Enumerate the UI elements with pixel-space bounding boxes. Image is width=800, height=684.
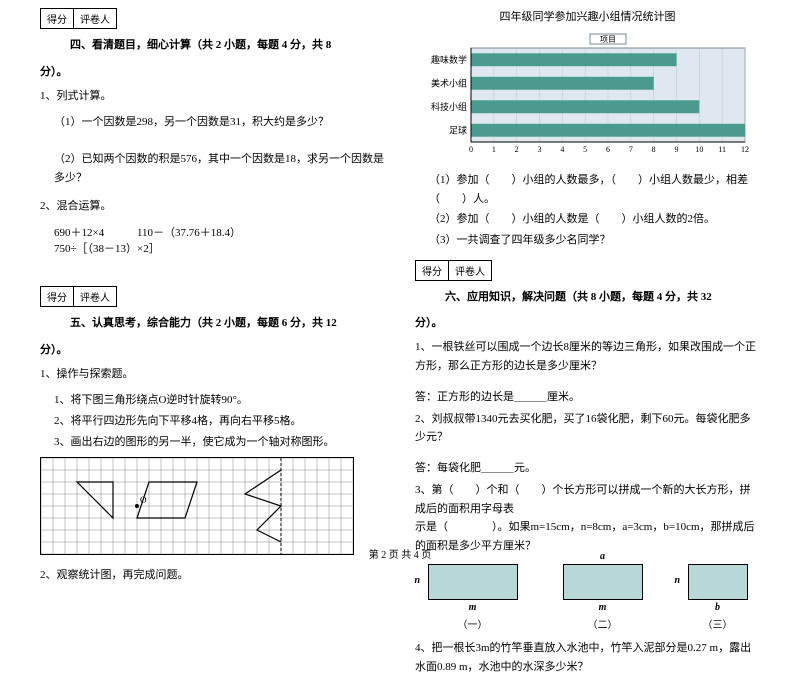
sec4-title: 四、看清题目，细心计算（共 2 小题，每题 4 分，共 8 (70, 37, 385, 55)
rect-3: n b （三） (688, 564, 748, 631)
sec6-title: 六、应用知识，解决问题（共 8 小题，每题 4 分，共 32 (445, 289, 760, 307)
svg-text:12: 12 (741, 145, 749, 154)
sec6-q1: 1、一根铁丝可以围成一个边长8厘米的等边三角形，如果改围成一个正方形，那么正方形… (415, 338, 760, 375)
sec5-pts: 分）。 (40, 341, 385, 357)
bar-chart: 项目0123456789101112趣味数学美术小组科技小组足球 (415, 30, 760, 163)
svg-text:7: 7 (629, 145, 633, 154)
svg-text:11: 11 (718, 145, 726, 154)
svg-text:5: 5 (583, 145, 587, 154)
sec4-q1a: （1）一个因数是298，另一个因数是31，积大约是多少？ (54, 113, 385, 132)
svg-text:趣味数学: 趣味数学 (431, 54, 467, 65)
sec4-q1b: （2）已知两个因数的积是576，其中一个因数是18，求另一个因数是多少？ (54, 150, 385, 187)
svg-text:9: 9 (675, 145, 679, 154)
rect3-bot: b (715, 602, 720, 613)
sec6-a1: 答：正方形的边长是＿＿＿厘米。 (415, 388, 760, 404)
sec6-a2: 答：每袋化肥＿＿＿元。 (415, 459, 760, 475)
sec6-q2: 2、刘叔叔带1340元去买化肥，买了16袋化肥，剩下60元。每袋化肥多少元？ (415, 410, 760, 447)
rect2-bot: m (599, 602, 607, 613)
score-label: 得分 (41, 287, 74, 306)
svg-text:美术小组: 美术小组 (431, 77, 467, 88)
svg-text:科技小组: 科技小组 (431, 101, 467, 112)
sec5-q2: 2、观察统计图，再完成问题。 (40, 566, 385, 585)
grid-svg: O (40, 457, 354, 555)
svg-text:6: 6 (606, 145, 610, 154)
page-footer: 第 2 页 共 4 页 (0, 546, 800, 561)
chart-title: 四年级同学参加兴趣小组情况统计图 (415, 8, 760, 24)
rect2-cap: （二） (563, 616, 643, 631)
rects-row: n m （一） a m （二） n b （三） (415, 564, 760, 631)
rect1-cap: （一） (428, 616, 518, 631)
rect1-left: n (415, 575, 421, 586)
sec5-q1c: 3、画出右边的图形的另一半，使它成为一个轴对称图形。 (54, 433, 385, 452)
calc1: 690＋12×4 (54, 224, 104, 240)
sec5-q1a: 1、将下图三角形绕点O逆时针旋转90°。 (54, 391, 385, 410)
chart-q3: （3）一共调查了四年级多少名同学？ (429, 231, 760, 250)
grader-label: 评卷人 (74, 287, 116, 306)
sec4-pts: 分）。 (40, 63, 385, 79)
score-label: 得分 (41, 9, 74, 28)
rect-2: a m （二） (563, 564, 643, 631)
svg-text:8: 8 (652, 145, 656, 154)
svg-text:3: 3 (538, 145, 542, 154)
sec4-q2: 2、混合运算。 (40, 197, 385, 216)
rect3-cap: （三） (688, 616, 748, 631)
grader-label: 评卷人 (449, 261, 491, 280)
calc2: 110－（37.76＋18.4） (137, 224, 241, 240)
svg-text:0: 0 (469, 145, 473, 154)
sec6-q3a: 3、第（ ）个和（ ）个长方形可以拼成一个新的大长方形，拼成后的面积用字母表 (415, 481, 760, 518)
sec6-q4: 4、把一根长3m的竹竿垂直放入水池中，竹竿入泥部分是0.27 m，露出水面0.8… (415, 639, 760, 676)
score-box-sec5: 得分 评卷人 (40, 286, 117, 307)
rect-1: n m （一） (428, 564, 518, 631)
score-box-sec6: 得分 评卷人 (415, 260, 492, 281)
chart-q1: （1）参加（ ）小组的人数最多，（ ）小组人数最少，相差（ ）人。 (429, 171, 760, 208)
sec6-pts: 分）。 (415, 314, 760, 330)
calc3: 750÷［（38－13）×2］ (54, 240, 160, 256)
sec5-q1: 1、操作与探索题。 (40, 365, 385, 384)
grader-label: 评卷人 (74, 9, 116, 28)
svg-text:1: 1 (492, 145, 496, 154)
sec5-title: 五、认真思考，综合能力（共 2 小题，每题 6 分，共 12 (70, 315, 385, 333)
rect3-left: n (675, 575, 681, 586)
grid-figure: O (40, 457, 385, 558)
chart-q2: （2）参加（ ）小组的人数是（ ）小组人数的2倍。 (429, 210, 760, 229)
sec4-q1: 1、列式计算。 (40, 87, 385, 106)
svg-text:足球: 足球 (449, 124, 467, 135)
svg-text:4: 4 (560, 145, 564, 154)
rect1-bot: m (469, 602, 477, 613)
svg-text:2: 2 (515, 145, 519, 154)
sec4-calcs: 690＋12×4 110－（37.76＋18.4） 750÷［（38－13）×2… (54, 224, 385, 256)
svg-text:10: 10 (695, 145, 703, 154)
score-label: 得分 (416, 261, 449, 280)
bar-chart-svg: 项目0123456789101112趣味数学美术小组科技小组足球 (415, 30, 755, 160)
score-box-sec4: 得分 评卷人 (40, 8, 117, 29)
sec5-q1b: 2、将平行四边形先向下平移4格，再向右平移5格。 (54, 412, 385, 431)
svg-text:项目: 项目 (600, 35, 616, 44)
